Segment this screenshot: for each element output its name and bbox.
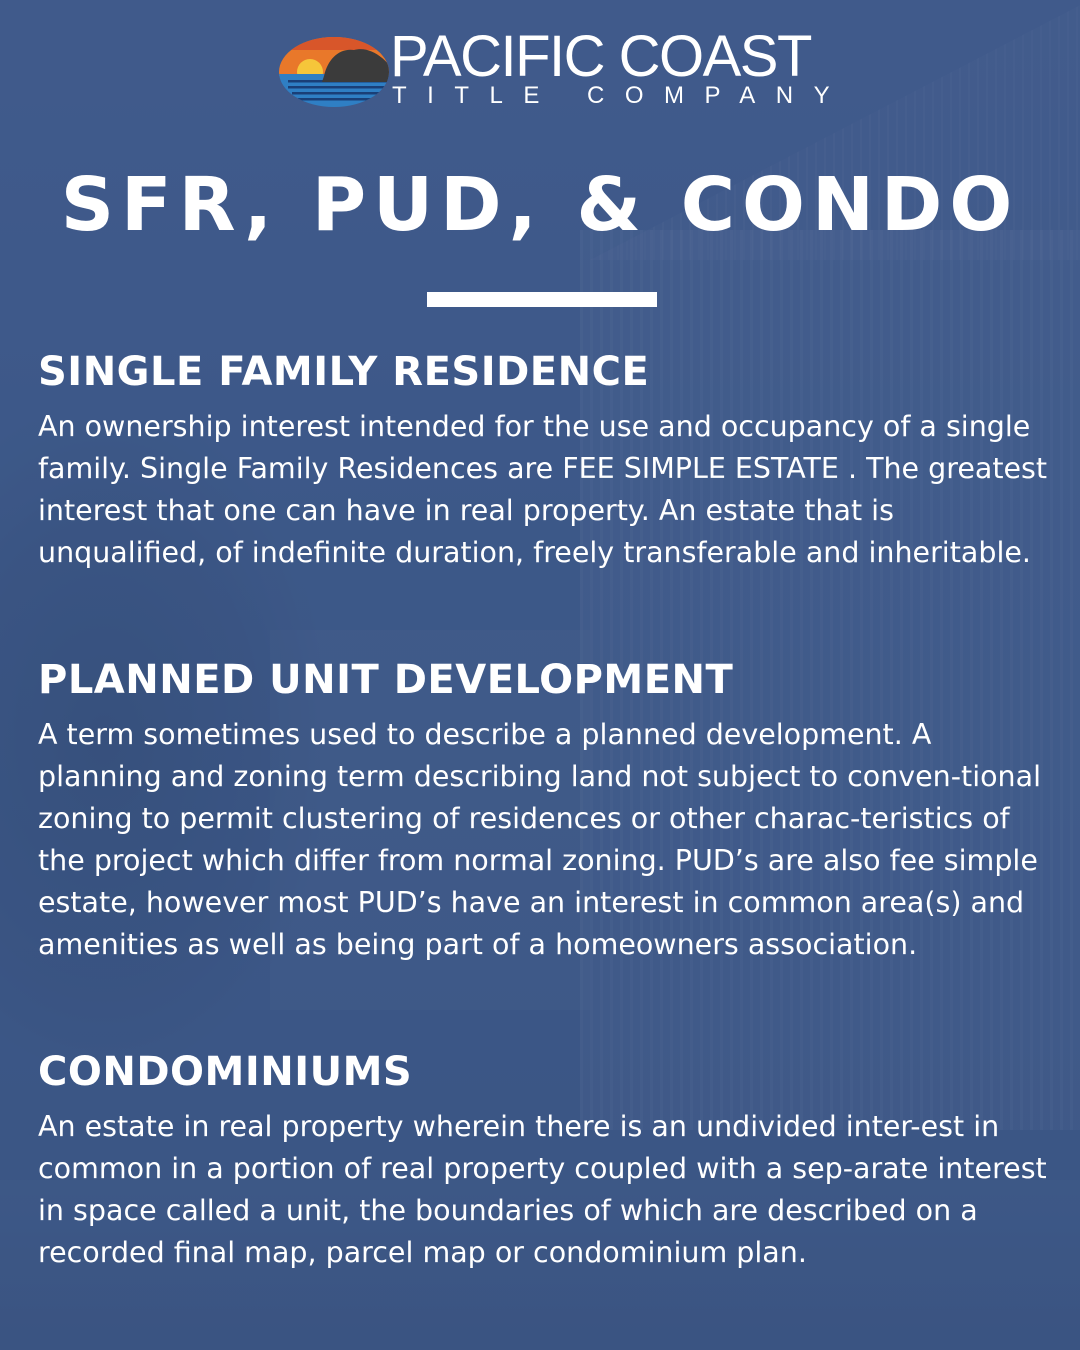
section-condominiums: CONDOMINIUMS An estate in real property … bbox=[38, 1052, 1048, 1274]
sunset-ocean-icon bbox=[279, 37, 389, 107]
section-heading: CONDOMINIUMS bbox=[38, 1049, 413, 1095]
page-title: SFR, PUD, & CONDO bbox=[60, 162, 1020, 248]
section-planned-unit-development: PLANNED UNIT DEVELOPMENT A term sometime… bbox=[38, 660, 1048, 966]
section-body: An ownership interest intended for the u… bbox=[38, 410, 1048, 569]
title-divider bbox=[427, 292, 657, 307]
section-heading: PLANNED UNIT DEVELOPMENT bbox=[38, 657, 734, 703]
section-heading: SINGLE FAMILY RESIDENCE bbox=[38, 349, 650, 395]
company-logo: PACIFIC COAST TITLE COMPANY bbox=[278, 24, 830, 112]
company-subtitle: TITLE COMPANY bbox=[392, 82, 851, 109]
section-body: A term sometimes used to describe a plan… bbox=[38, 718, 1041, 961]
company-name: PACIFIC COAST bbox=[390, 24, 812, 89]
section-body: An estate in real property wherein there… bbox=[38, 1110, 1047, 1269]
section-single-family-residence: SINGLE FAMILY RESIDENCE An ownership int… bbox=[38, 352, 1048, 574]
